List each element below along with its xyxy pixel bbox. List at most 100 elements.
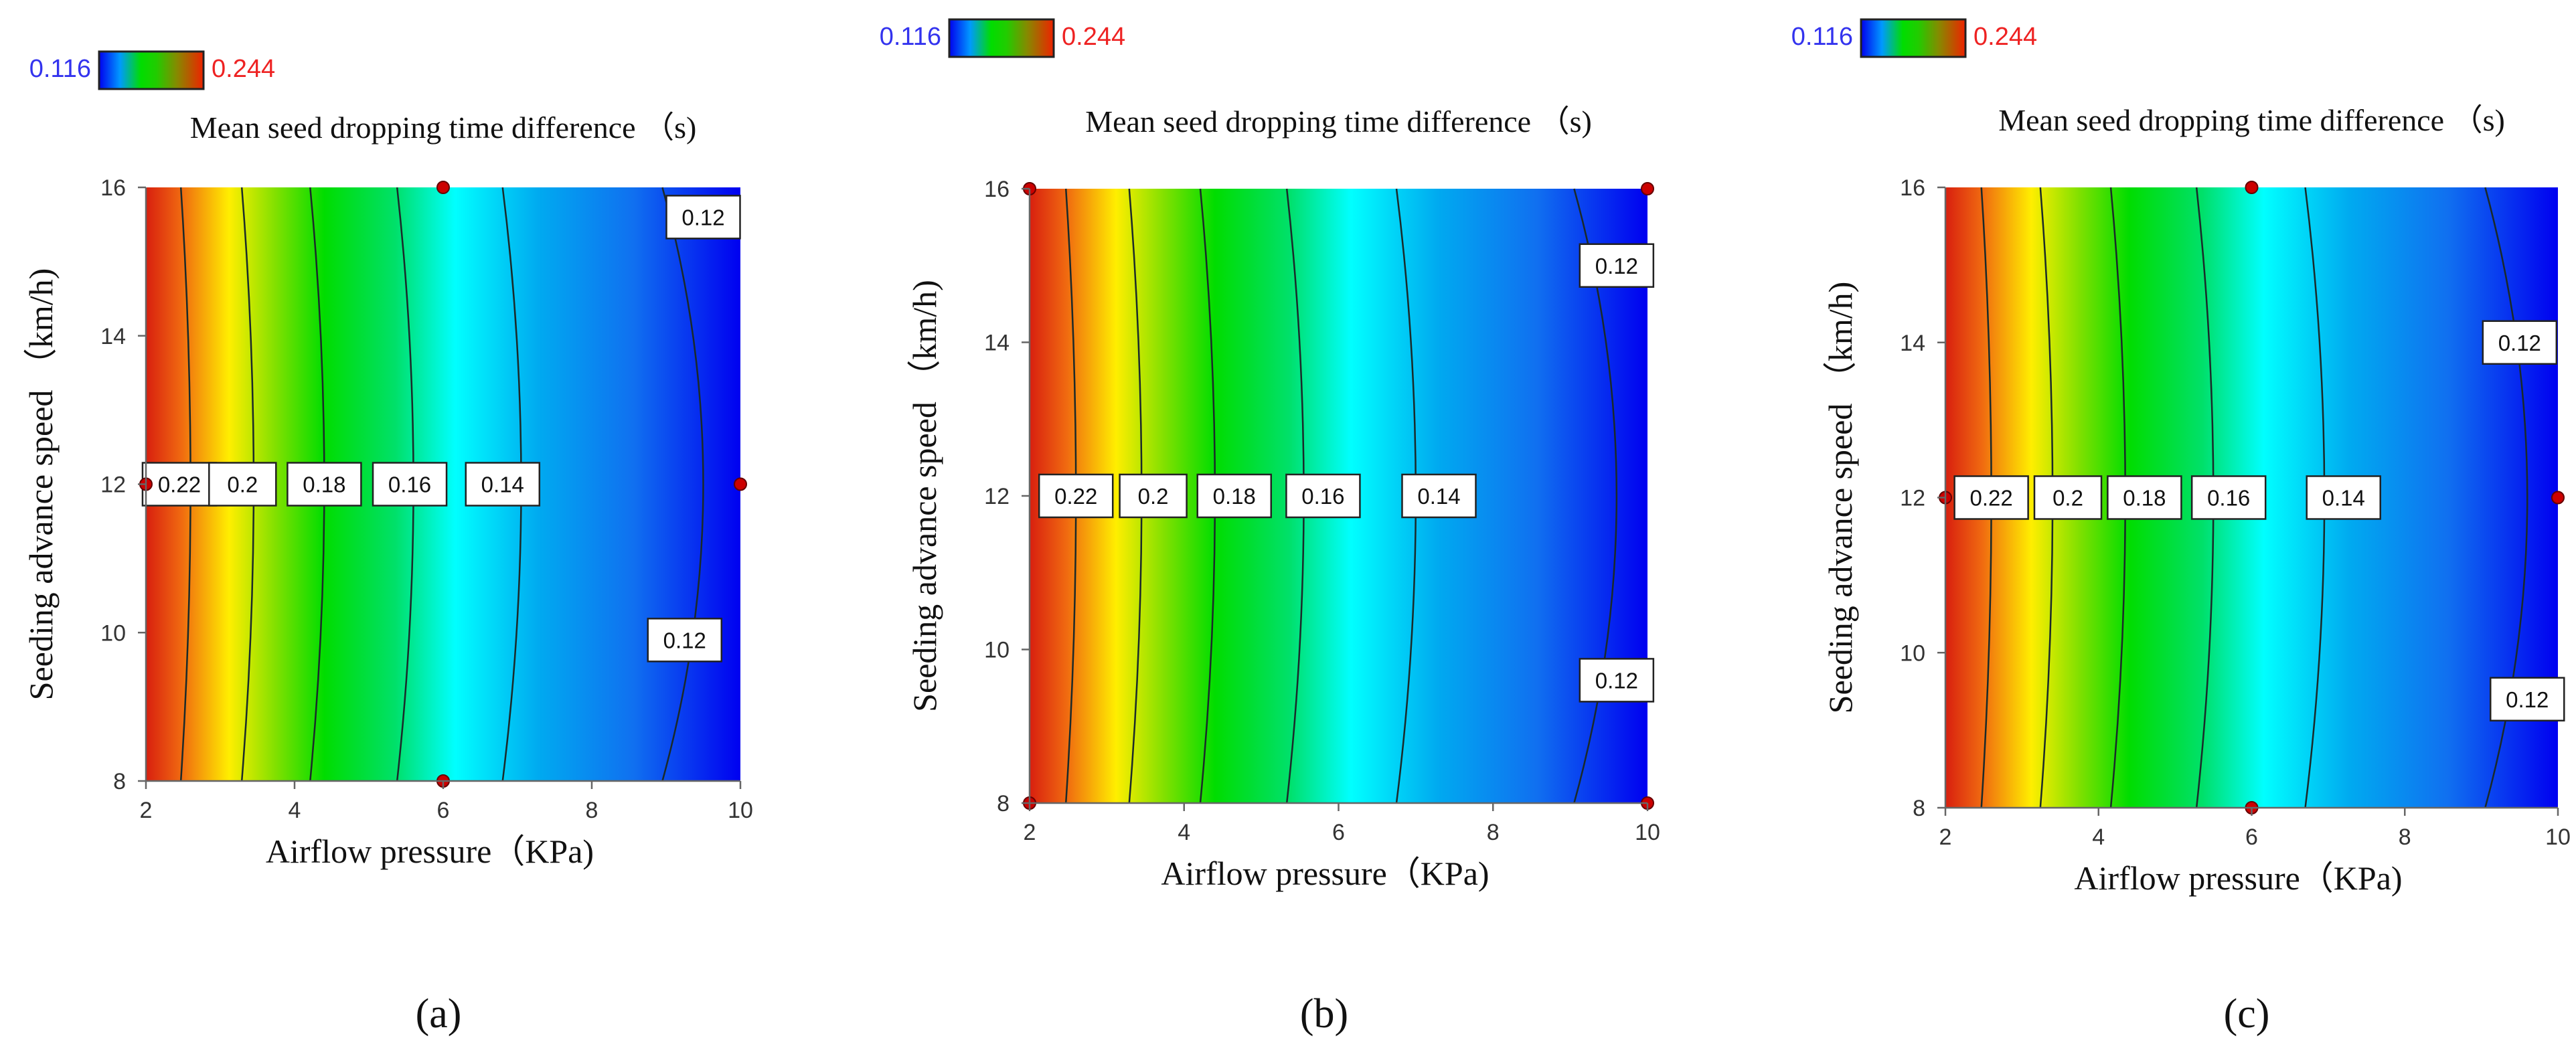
contour-label: 0.22 — [141, 462, 218, 507]
x-tick-label: 4 — [2092, 824, 2105, 850]
contour-label-text: 0.12 — [1595, 254, 1638, 278]
y-tick-label: 16 — [1900, 175, 1925, 201]
contour-label-text: 0.14 — [481, 472, 524, 497]
contour-label-box — [287, 462, 362, 507]
x-tick-label: 4 — [1178, 820, 1190, 845]
contour-label-text: 0.18 — [303, 472, 345, 497]
contour-label: 0.12 — [2482, 320, 2558, 365]
y-tick-label: 14 — [1900, 331, 1925, 356]
contour-label-text: 0.12 — [2498, 331, 2541, 355]
contour-label-box — [1038, 473, 1114, 519]
colorbar-min-label: 0.116 — [29, 55, 91, 83]
contour-label: 0.18 — [1196, 473, 1272, 519]
x-tick-label: 8 — [2399, 824, 2411, 850]
y-tick-label: 8 — [1913, 796, 1925, 821]
y-axis-label: Seeding advance speed （km/h) — [22, 268, 60, 701]
x-tick-label: 10 — [2545, 824, 2571, 850]
contour-label-text: 0.18 — [1213, 484, 1256, 509]
design-point — [2551, 491, 2565, 505]
colorbar — [948, 18, 1055, 58]
x-tick-label: 6 — [2245, 824, 2258, 850]
colorbar-min-label: 0.116 — [880, 23, 941, 51]
x-tick-label: 8 — [1487, 820, 1500, 845]
contour-label-box — [2190, 475, 2267, 520]
y-tick-label: 10 — [984, 638, 1010, 663]
colorbar-max-label: 0.244 — [1974, 23, 2037, 51]
colorbar — [1860, 18, 1967, 58]
contour-label-box — [1579, 243, 1655, 288]
contour-label: 0.12 — [647, 618, 722, 663]
contour-label: 0.22 — [1038, 473, 1114, 519]
contour-label-box — [1579, 658, 1655, 703]
contour-label-text: 0.16 — [388, 472, 431, 497]
contour-label-box — [465, 462, 541, 507]
contour-label-box — [2107, 475, 2182, 520]
contour-label-box — [647, 618, 722, 663]
contour-label-box — [1119, 473, 1188, 519]
design-point — [734, 477, 747, 491]
colorbar-max-label: 0.244 — [1062, 23, 1125, 51]
contour-label-text: 0.22 — [1054, 484, 1097, 509]
contour-label-text: 0.14 — [2322, 486, 2365, 511]
x-tick-label: 8 — [586, 798, 598, 823]
contour-label: 0.12 — [2490, 677, 2565, 722]
chart-title: Mean seed dropping time difference （s) — [1998, 103, 2505, 137]
chart-panel-b: 0.116 0.244 Mean seed dropping time differ… — [880, 18, 1660, 1037]
contour-label: 0.16 — [2190, 475, 2267, 520]
chart-panel-c: 0.116 0.244 Mean seed dropping time differ… — [1791, 18, 2571, 1037]
contour-label-box — [372, 462, 448, 507]
y-tick-label: 12 — [1900, 486, 1925, 511]
y-axis-label: Seeding advance speed （km/h) — [906, 280, 943, 712]
x-tick-label: 6 — [1332, 820, 1345, 845]
contour-label-text: 0.2 — [1138, 484, 1169, 509]
contour-label-box — [1285, 473, 1361, 519]
contour-label-text: 0.2 — [227, 472, 258, 497]
chart-title: Mean seed dropping time difference （s) — [1085, 104, 1592, 139]
colorbar-min-label: 0.116 — [1791, 23, 1853, 51]
colorbar-max-label: 0.244 — [212, 55, 275, 83]
contour-label: 0.14 — [1401, 473, 1477, 519]
contour-label-box — [665, 195, 741, 240]
y-tick-label: 12 — [100, 472, 126, 498]
contour-label: 0.22 — [1953, 475, 2029, 520]
panel-caption: (c) — [2224, 991, 2270, 1037]
x-axis-label: Airflow pressure（KPa) — [1161, 855, 1489, 892]
x-tick-label: 2 — [140, 798, 153, 823]
y-tick-label: 10 — [100, 620, 126, 646]
x-tick-label: 4 — [289, 798, 301, 823]
contour-label-text: 0.12 — [681, 205, 724, 230]
y-tick-label: 12 — [984, 484, 1010, 509]
y-axis-label: Seeding advance speed （km/h) — [1822, 282, 1859, 714]
contour-label-text: 0.12 — [663, 628, 706, 652]
contour-label-text: 0.18 — [2123, 486, 2166, 511]
contour-label-box — [2490, 677, 2565, 722]
x-tick-label: 10 — [728, 798, 753, 823]
contour-label-text: 0.12 — [2506, 687, 2549, 712]
contour-label: 0.12 — [1579, 658, 1655, 703]
contour-label: 0.16 — [1285, 473, 1361, 519]
x-axis-label: Airflow pressure（KPa) — [266, 833, 594, 870]
colorbar — [98, 50, 205, 90]
contour-label: 0.18 — [287, 462, 362, 507]
chart-panel-a: 0.116 0.244 Mean seed dropping time differ… — [22, 50, 753, 1037]
x-tick-label: 2 — [1024, 820, 1036, 845]
contour-label: 0.2 — [1119, 473, 1188, 519]
panel-caption: (b) — [1300, 991, 1348, 1037]
contour-line-0.12 — [661, 187, 704, 782]
contour-label-text: 0.16 — [1301, 484, 1344, 509]
contour-label-text: 0.22 — [1970, 486, 2013, 511]
contour-label: 0.2 — [2033, 475, 2103, 520]
contour-label-box — [2306, 475, 2381, 520]
contour-label-text: 0.22 — [158, 472, 201, 497]
design-point — [2245, 181, 2259, 194]
contour-label-box — [1196, 473, 1272, 519]
contour-label-box — [2482, 320, 2558, 365]
contour-label: 0.12 — [665, 195, 741, 240]
x-tick-label: 2 — [1939, 824, 1952, 850]
x-axis-label: Airflow pressure（KPa) — [2074, 859, 2402, 897]
contour-label-text: 0.2 — [2052, 486, 2083, 511]
chart-title: Mean seed dropping time difference （s) — [190, 110, 697, 145]
contour-label: 0.14 — [465, 462, 541, 507]
design-point — [436, 181, 450, 194]
